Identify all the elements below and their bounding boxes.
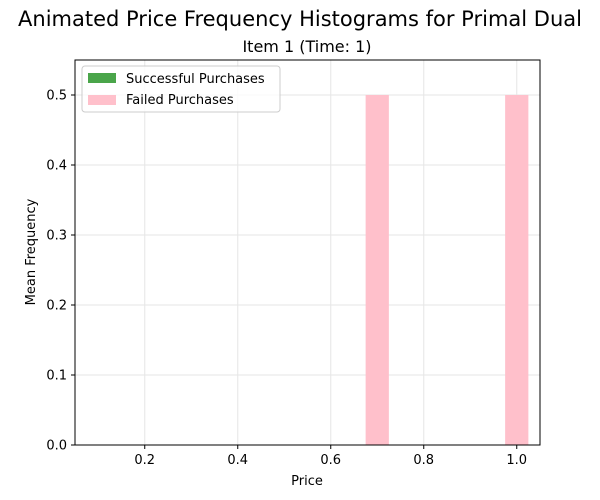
figure-title: Animated Price Frequency Histograms for … <box>18 7 582 31</box>
x-axis-label: Price <box>291 474 323 489</box>
legend-box <box>81 65 281 113</box>
legend-label-failed: Failed Purchases <box>126 93 234 108</box>
legend-swatch-successful <box>88 73 116 83</box>
y-tick-label: 0.2 <box>46 299 67 314</box>
y-tick-label: 0.5 <box>46 89 67 104</box>
x-tick-label: 0.6 <box>320 453 341 468</box>
y-axis-ticks: 0.0 0.1 0.2 0.3 0.4 0.5 <box>46 89 75 454</box>
x-axis-ticks: 0.2 0.4 0.6 0.8 1.0 <box>134 445 527 468</box>
bar-failed-purchases <box>365 95 389 445</box>
y-tick-label: 0.0 <box>46 439 67 454</box>
y-tick-label: 0.1 <box>46 369 67 384</box>
x-tick-label: 0.8 <box>413 453 434 468</box>
chart-subtitle: Item 1 (Time: 1) <box>242 37 371 56</box>
legend: Successful Purchases Failed Purchases <box>81 65 281 113</box>
histogram-bars <box>365 95 529 445</box>
grid-lines <box>75 60 540 446</box>
plot-frame <box>74 59 541 446</box>
y-tick-label: 0.3 <box>46 229 67 244</box>
legend-label-successful: Successful Purchases <box>126 72 265 87</box>
bar-failed-purchases <box>505 95 529 445</box>
x-tick-label: 0.2 <box>134 453 155 468</box>
x-tick-label: 1.0 <box>506 453 527 468</box>
y-tick-label: 0.4 <box>46 159 67 174</box>
legend-swatch-failed <box>88 95 116 105</box>
x-tick-label: 0.4 <box>227 453 248 468</box>
y-axis-label: Mean Frequency <box>24 198 39 305</box>
